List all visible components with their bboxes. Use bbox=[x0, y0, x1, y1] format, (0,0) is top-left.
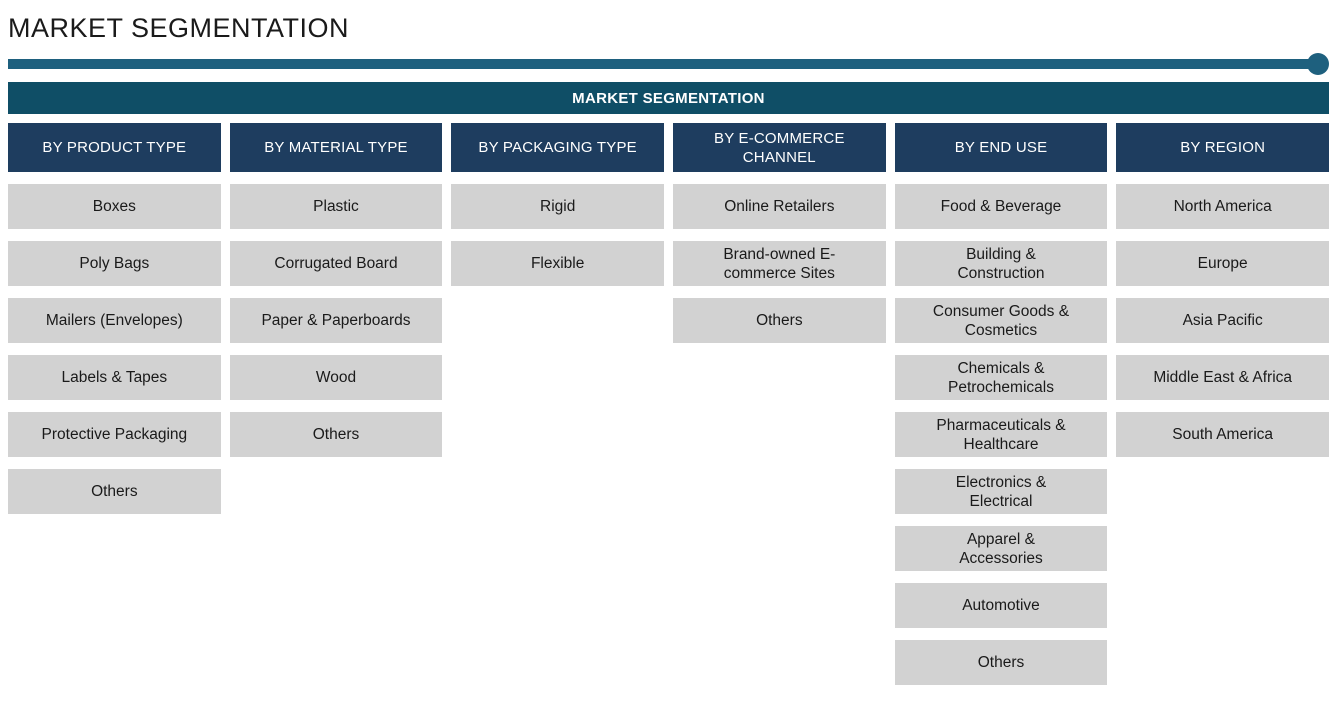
segment-cell: Mailers (Envelopes) bbox=[8, 298, 221, 343]
segment-cell: Food & Beverage bbox=[894, 184, 1108, 229]
segmentation-banner: MARKET SEGMENTATION bbox=[8, 82, 1329, 114]
segment-cell: Wood bbox=[229, 355, 443, 400]
segment-cell: North America bbox=[1116, 184, 1329, 229]
column-header: BY END USE bbox=[894, 123, 1108, 172]
segment-cell: Others bbox=[894, 640, 1108, 685]
segment-cell: Others bbox=[8, 469, 221, 514]
segment-cell: Protective Packaging bbox=[8, 412, 221, 457]
segment-column: BY PACKAGING TYPE Rigid Flexible bbox=[451, 123, 664, 286]
segment-column: BY MATERIAL TYPE Plastic Corrugated Board P… bbox=[229, 123, 443, 457]
segment-cell: Electronics & Electrical bbox=[894, 469, 1108, 514]
column-header: BY PACKAGING TYPE bbox=[451, 123, 664, 172]
title-divider-end-dot bbox=[1307, 53, 1329, 75]
segment-cell: South America bbox=[1116, 412, 1329, 457]
segment-cell: Others bbox=[673, 298, 886, 343]
segment-cell: Rigid bbox=[451, 184, 664, 229]
segment-cell: Plastic bbox=[229, 184, 443, 229]
segment-column: BY E-COMMERCE CHANNEL Online Retailers Bra… bbox=[673, 123, 886, 343]
segment-cell: Building & Construction bbox=[894, 241, 1108, 286]
segment-cell: Asia Pacific bbox=[1116, 298, 1329, 343]
page-title: MARKET SEGMENTATION bbox=[8, 13, 350, 43]
segment-cell: Flexible bbox=[451, 241, 664, 286]
segment-cell: Others bbox=[229, 412, 443, 457]
segment-cell: Poly Bags bbox=[8, 241, 221, 286]
segment-cell: Online Retailers bbox=[673, 184, 886, 229]
segment-cell: Pharmaceuticals & Healthcare bbox=[894, 412, 1108, 457]
segment-cell: Automotive bbox=[894, 583, 1108, 628]
segmentation-columns: BY PRODUCT TYPE Boxes Poly Bags Mailers (En… bbox=[8, 123, 1329, 685]
segment-column: BY END USE Food & Beverage Building & Cons… bbox=[894, 123, 1108, 685]
segment-column: BY REGION North America Europe Asia Pacific… bbox=[1116, 123, 1329, 457]
segment-cell: Consumer Goods & Cosmetics bbox=[894, 298, 1108, 343]
segment-cell: Apparel & Accessories bbox=[894, 526, 1108, 571]
title-divider-line bbox=[8, 59, 1311, 69]
column-header: BY PRODUCT TYPE bbox=[8, 123, 221, 172]
segment-cell: Chemicals & Petrochemicals bbox=[894, 355, 1108, 400]
segment-cell: Brand-owned E- commerce Sites bbox=[673, 241, 886, 286]
segment-cell: Boxes bbox=[8, 184, 221, 229]
segment-cell: Corrugated Board bbox=[229, 241, 443, 286]
column-header: BY E-COMMERCE CHANNEL bbox=[673, 123, 886, 172]
segment-cell: Europe bbox=[1116, 241, 1329, 286]
segment-cell: Paper & Paperboards bbox=[229, 298, 443, 343]
segment-column: BY PRODUCT TYPE Boxes Poly Bags Mailers (En… bbox=[8, 123, 221, 514]
column-header: BY MATERIAL TYPE bbox=[229, 123, 443, 172]
segment-cell: Labels & Tapes bbox=[8, 355, 221, 400]
column-header: BY REGION bbox=[1116, 123, 1329, 172]
segment-cell: Middle East & Africa bbox=[1116, 355, 1329, 400]
